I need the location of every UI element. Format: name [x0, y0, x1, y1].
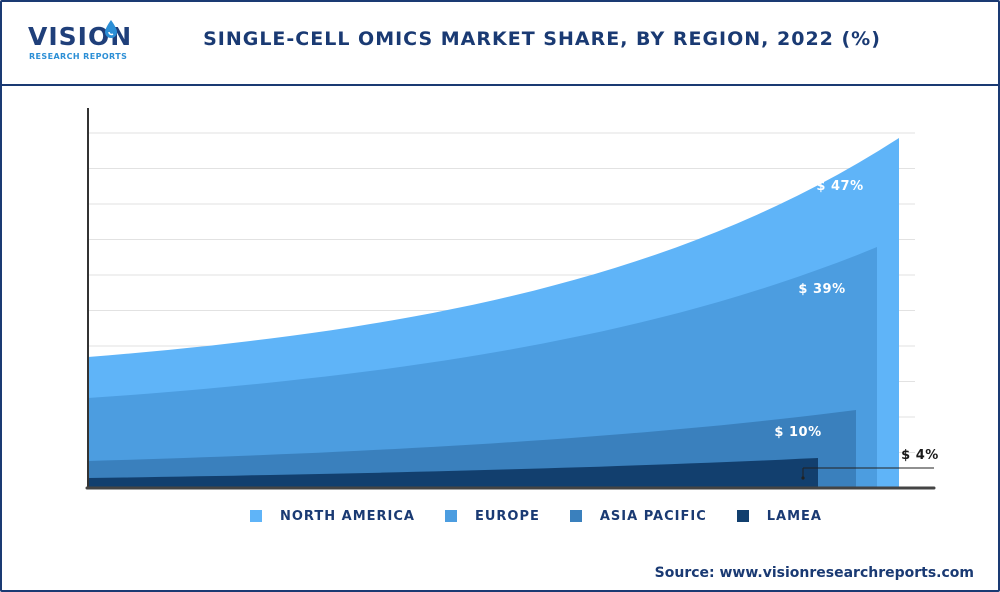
- legend-item-north-america: NORTH AMERICA: [250, 509, 415, 524]
- chart-title: SINGLE-CELL OMICS MARKET SHARE, BY REGIO…: [203, 28, 881, 50]
- legend-swatch: [250, 510, 262, 522]
- legend-label: NORTH AMERICA: [280, 508, 415, 524]
- legend-swatch: [736, 510, 749, 522]
- brand-logo: VISION RESEARCH REPORTS: [28, 20, 131, 70]
- chart-axes: [85, 108, 936, 490]
- legend-item-europe: EUROPE: [444, 508, 540, 524]
- chart-areas: [88, 138, 899, 488]
- header-bar: VISION RESEARCH REPORTS SINGLE-CELL OMIC…: [2, 2, 998, 86]
- legend-label: EUROPE: [474, 508, 540, 524]
- legend-label: LAMEA: [766, 508, 822, 524]
- data-label-north-america: $ 47%: [816, 179, 863, 194]
- area-lamea: [88, 458, 818, 488]
- legend-swatch: [569, 510, 582, 522]
- legend-label: ASIA PACIFIC: [599, 508, 707, 524]
- chart-data-labels: $ 47% $ 39% $ 10% $ 4%: [774, 179, 938, 480]
- data-label-europe: $ 39%: [798, 282, 845, 297]
- brand-tagline: RESEARCH REPORTS: [29, 52, 128, 61]
- droplet-icon: [105, 20, 117, 38]
- source-credit: Source: www.visionresearchreports.com: [654, 565, 974, 581]
- legend-swatch: [444, 510, 457, 522]
- area-europe: [88, 247, 877, 488]
- data-label-lamea: $ 4%: [901, 448, 939, 463]
- legend-item-lamea: LAMEA: [736, 508, 822, 524]
- legend-item-asia-pacific: ASIA PACIFIC: [569, 508, 707, 524]
- data-label-asia-pacific: $ 10%: [774, 425, 821, 440]
- chart-legend: NORTH AMERICA EUROPE ASIA PACIFIC LAMEA: [250, 506, 852, 526]
- label-leader-dot: [801, 476, 805, 480]
